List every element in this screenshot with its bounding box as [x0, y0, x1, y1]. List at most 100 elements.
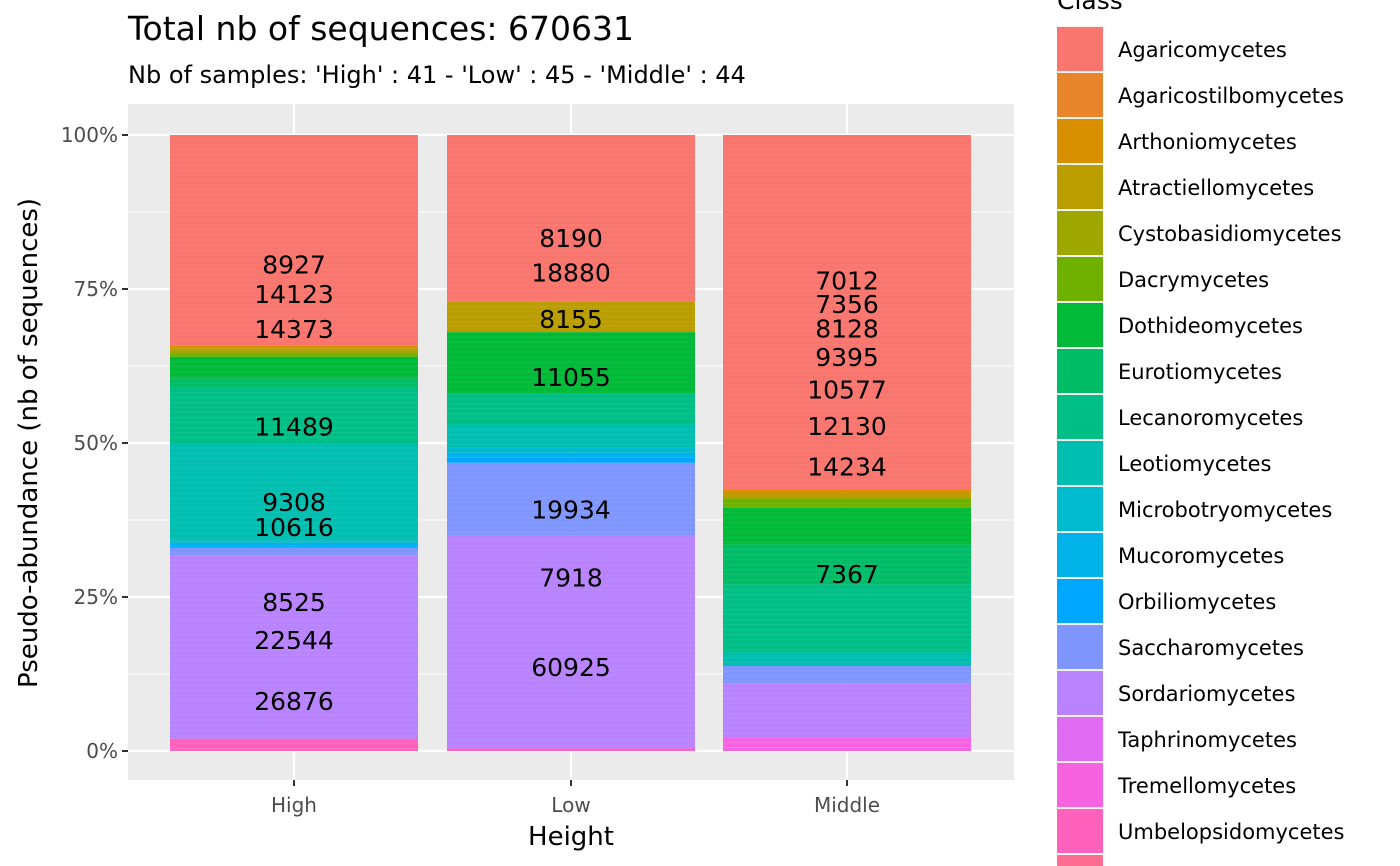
data-label: 22544 [254, 626, 334, 655]
y-tick-label: 0% [86, 739, 118, 763]
legend-swatch [1057, 211, 1103, 255]
legend-item: Arthoniomycetes [1057, 118, 1297, 164]
bar-segment-sordariomycetes [447, 535, 695, 749]
legend-item: Taphrinomycetes [1057, 716, 1297, 762]
legend-label: Cystobasidiomycetes [1118, 222, 1342, 246]
legend-label: Agaricostilbomycetes [1118, 84, 1344, 108]
bar-segment-mucoromycetes [170, 542, 418, 546]
bar-segment-leotiomycetes [170, 443, 418, 541]
bar-segment-atractiellomycetes [723, 493, 971, 499]
legend-item: Orbiliomycetes [1057, 578, 1276, 624]
data-label: 11489 [254, 412, 334, 441]
bar-segment-orbiliomycetes [170, 545, 418, 548]
data-label: 14123 [254, 280, 334, 309]
bar-segment-agaricomycetes [723, 135, 971, 490]
legend-item: Lecanoromycetes [1057, 394, 1303, 440]
legend-item: Sordariomycetes [1057, 670, 1295, 716]
legend-swatch [1057, 809, 1103, 853]
bar-stack-low [447, 135, 695, 751]
bar-segment-dacrymycetes [170, 353, 418, 357]
data-label: 60925 [531, 653, 611, 682]
data-label: 10616 [254, 513, 334, 542]
legend-item: Saccharomycetes [1057, 624, 1304, 670]
legend-label: Arthoniomycetes [1118, 130, 1297, 154]
legend-label: Mucoromycetes [1118, 544, 1284, 568]
legend: Agaricomycetes Agaricostilbomycetes Arthon… [1057, 26, 1345, 866]
bar-stack-high [170, 135, 418, 751]
legend-label: Saccharomycetes [1118, 636, 1304, 660]
x-tick-label: High [271, 793, 317, 817]
data-label: 8190 [539, 224, 603, 253]
legend-label: Lecanoromycetes [1118, 406, 1303, 430]
legend-swatch [1057, 671, 1103, 715]
legend-label: Dacrymycetes [1118, 268, 1269, 292]
legend-label: Leotiomycetes [1118, 452, 1271, 476]
data-label: 8927 [262, 250, 326, 279]
legend-label: Atractiellomycetes [1118, 176, 1314, 200]
legend-item: Mucoromycetes [1057, 532, 1284, 578]
legend-item: Agaricostilbomycetes [1057, 72, 1344, 118]
legend-title: Class [1057, 0, 1123, 15]
y-axis-title: Pseudo-abundance (nb of sequences) [14, 198, 44, 688]
bar-segment-dothideomycetes [170, 356, 418, 379]
data-label: 8128 [815, 314, 879, 343]
bar-segment-eurotiomycetes [723, 544, 971, 585]
data-label: 7356 [815, 290, 879, 319]
chart-subtitle: Nb of samples: 'High' : 41 - 'Low' : 45 … [128, 61, 746, 89]
bar-segment-sordariomycetes [723, 683, 971, 738]
bar-segment-atractiellomycetes [447, 301, 695, 333]
legend-swatch [1057, 73, 1103, 117]
bars [170, 135, 971, 751]
data-label: 11055 [531, 363, 611, 392]
bar-segment-mucoromycetes [447, 452, 695, 458]
legend-item: Umbelopsidomycetes [1057, 808, 1345, 854]
data-label: 14234 [807, 452, 887, 481]
data-label: 7367 [815, 560, 879, 589]
bar-segment-microbotryomycetes [447, 447, 695, 453]
bar-segment-agaricomycetes [170, 135, 418, 346]
bar-segment-dothideomycetes [723, 507, 971, 545]
legend-swatch-partial [1057, 855, 1103, 866]
legend-item: Atractiellomycetes [1057, 164, 1314, 210]
bar-segment-cystobasidiomycetes [170, 350, 418, 354]
data-label: 9308 [262, 488, 326, 517]
x-tick-label: Middle [814, 793, 880, 817]
y-axis-ticks: 0% 25% 50% 75% 100% [61, 123, 128, 763]
bar-segment-saccharomycetes [447, 462, 695, 536]
legend-item: Cystobasidiomycetes [1057, 210, 1342, 256]
legend-label: Umbelopsidomycetes [1118, 820, 1345, 844]
bar-segment-sordariomycetes [170, 555, 418, 739]
legend-item: Microbotryomycetes [1057, 486, 1332, 532]
bar-segment-leotiomycetes [447, 424, 695, 448]
legend-label: Eurotiomycetes [1118, 360, 1282, 384]
bar-segment-dacrymycetes [723, 498, 971, 508]
legend-swatch [1057, 349, 1103, 393]
y-tick-label: 100% [61, 123, 118, 147]
legend-swatch [1057, 395, 1103, 439]
y-tick-label: 75% [74, 277, 118, 301]
bar-stack-middle [723, 135, 971, 751]
y-tick-label: 50% [74, 431, 118, 455]
data-label: 7012 [815, 266, 879, 295]
data-label: 10577 [807, 375, 887, 404]
chart-title: Total nb of sequences: 670631 [127, 9, 634, 48]
bar-segment-lecanoromycetes [447, 393, 695, 425]
bar-segment-microbotryomycetes [170, 540, 418, 543]
x-axis-title: Height [528, 822, 614, 852]
legend-swatch [1057, 533, 1103, 577]
bar-segment-lecanoromycetes [723, 584, 971, 653]
legend-swatch [1057, 441, 1103, 485]
bar-segment-leotiomycetes [723, 652, 971, 666]
data-label: 18880 [531, 258, 611, 287]
legend-label: Agaricomycetes [1118, 38, 1287, 62]
bar-segment-lecanoromycetes [170, 387, 418, 443]
bar-segment-agaricomycetes [447, 135, 695, 302]
bar-segment-arthoniomycetes [723, 489, 971, 494]
data-label: 14373 [254, 315, 334, 344]
bar-segment-umbelopsidomycetes [447, 748, 695, 751]
legend-swatch [1057, 119, 1103, 163]
bar-segment-umbelopsidomycetes [170, 738, 418, 751]
legend-swatch [1057, 487, 1103, 531]
legend-swatch [1057, 165, 1103, 209]
